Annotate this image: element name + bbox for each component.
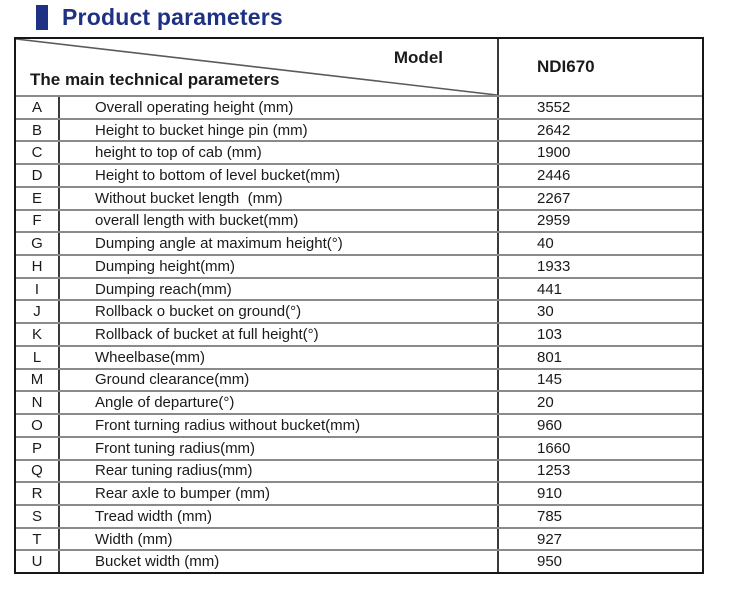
row-value: 40: [497, 233, 702, 255]
table-body: A Overall operating height (mm) 3552 B H…: [16, 95, 702, 573]
row-value: 927: [497, 528, 702, 550]
page-header: Product parameters: [36, 3, 283, 31]
row-letter: K: [16, 324, 60, 345]
row-parameter: Dumping reach(mm): [95, 280, 232, 298]
row-parameter: Rollback o bucket on ground(°): [95, 303, 302, 321]
table-row: G Dumping angle at maximum height(°) 40: [16, 231, 702, 255]
row-value: 441: [497, 278, 702, 300]
row-value: 1660: [497, 437, 702, 459]
row-value: 2959: [497, 210, 702, 232]
row-letter: O: [16, 415, 60, 436]
table-row: P Front tuning radius(mm) 1660: [16, 435, 702, 459]
row-value: 960: [497, 415, 702, 436]
row-value: 2267: [497, 187, 702, 209]
row-parameter: Dumping angle at maximum height(°): [95, 235, 343, 253]
table-row: N Angle of departure(°) 20: [16, 390, 702, 414]
row-parameter: Rear axle to bumper (mm): [95, 485, 271, 503]
table-row: D Height to bottom of level bucket(mm) 2…: [16, 163, 702, 186]
table-row: K Rollback of bucket at full height(°) 1…: [16, 322, 702, 345]
table-row: A Overall operating height (mm) 3552: [16, 95, 702, 118]
row-letter: B: [16, 119, 60, 141]
row-value: 103: [497, 324, 702, 345]
row-parameter: Height to bucket hinge pin (mm): [95, 121, 308, 139]
table-row: J Rollback o bucket on ground(°) 30: [16, 299, 702, 323]
table-row: Q Rear tuning radius(mm) 1253: [16, 458, 702, 482]
row-parameter: Angle of departure(°): [95, 394, 235, 412]
header-model-label: Model: [393, 48, 443, 67]
row-letter: M: [16, 369, 60, 391]
row-letter: U: [16, 551, 60, 573]
product-parameters-table: Model The main technical parameters NDI6…: [14, 37, 704, 574]
row-letter: E: [16, 187, 60, 209]
title-accent-bar: [36, 4, 48, 30]
row-parameter: overall length with bucket(mm): [95, 212, 299, 230]
page-title: Product parameters: [62, 3, 283, 30]
row-parameter: Tread width (mm): [95, 507, 212, 525]
table-row: F overall length with bucket(mm) 2959: [16, 208, 702, 232]
row-letter: J: [16, 301, 60, 323]
row-parameter: Width (mm): [95, 530, 173, 548]
table-row: R Rear axle to bumper (mm) 910: [16, 481, 702, 504]
table-row: H Dumping height(mm) 1933: [16, 254, 702, 277]
table-row: S Tread width (mm) 785: [16, 503, 702, 527]
table-row: U Bucket width (mm) 950: [16, 549, 702, 573]
row-value: 1253: [497, 460, 702, 482]
row-parameter: Height to bottom of level bucket(mm): [95, 167, 341, 185]
row-letter: D: [16, 165, 60, 186]
row-letter: F: [16, 210, 60, 232]
table-row: C height to top of cab (mm) 1900: [16, 140, 702, 164]
row-value: 785: [497, 505, 702, 527]
table-row: L Wheelbase(mm) 801: [16, 344, 702, 368]
row-parameter: height to top of cab (mm): [95, 144, 262, 162]
row-parameter: Dumping height(mm): [95, 257, 236, 275]
table-row: O Front turning radius without bucket(mm…: [16, 413, 702, 436]
row-letter: I: [16, 278, 60, 300]
row-letter: G: [16, 233, 60, 255]
table-header-row: Model The main technical parameters NDI6…: [16, 39, 702, 95]
row-parameter: Ground clearance(mm): [95, 371, 250, 389]
row-parameter: Wheelbase(mm): [95, 348, 206, 366]
diagonal-divider-line: [16, 39, 497, 95]
row-value: 950: [497, 551, 702, 573]
row-parameter: Without bucket length (mm): [95, 189, 283, 207]
row-letter: S: [16, 505, 60, 527]
row-parameter: Rear tuning radius(mm): [95, 462, 253, 480]
table-row: B Height to bucket hinge pin (mm) 2642: [16, 117, 702, 141]
row-value: 801: [497, 346, 702, 368]
row-parameter: Front tuning radius(mm): [95, 439, 256, 457]
row-letter: H: [16, 256, 60, 277]
row-parameter: Rollback of bucket at full height(°): [95, 326, 319, 344]
row-letter: A: [16, 97, 60, 118]
row-value: 3552: [497, 97, 702, 118]
row-letter: P: [16, 437, 60, 459]
header-model-value-cell: NDI670: [497, 39, 702, 95]
row-letter: R: [16, 483, 60, 504]
table-row: E Without bucket length (mm) 2267: [16, 185, 702, 209]
header-diagonal-cell: Model The main technical parameters: [16, 39, 497, 95]
row-value: 30: [497, 301, 702, 323]
row-value: 145: [497, 369, 702, 391]
row-letter: Q: [16, 460, 60, 482]
row-letter: C: [16, 142, 60, 164]
row-value: 1900: [497, 142, 702, 164]
row-value: 2446: [497, 165, 702, 186]
row-letter: T: [16, 528, 60, 550]
row-value: 910: [497, 483, 702, 504]
table-row: T Width (mm) 927: [16, 526, 702, 550]
table-row: I Dumping reach(mm) 441: [16, 276, 702, 300]
row-parameter: Front turning radius without bucket(mm): [95, 416, 361, 434]
row-parameter: Bucket width (mm): [95, 553, 220, 571]
row-parameter: Overall operating height (mm): [95, 98, 294, 116]
row-value: 1933: [497, 256, 702, 277]
row-value: 20: [497, 392, 702, 414]
row-letter: N: [16, 392, 60, 414]
row-value: 2642: [497, 119, 702, 141]
table-row: M Ground clearance(mm) 145: [16, 367, 702, 391]
row-letter: L: [16, 346, 60, 368]
header-parameters-label: The main technical parameters: [30, 70, 280, 89]
